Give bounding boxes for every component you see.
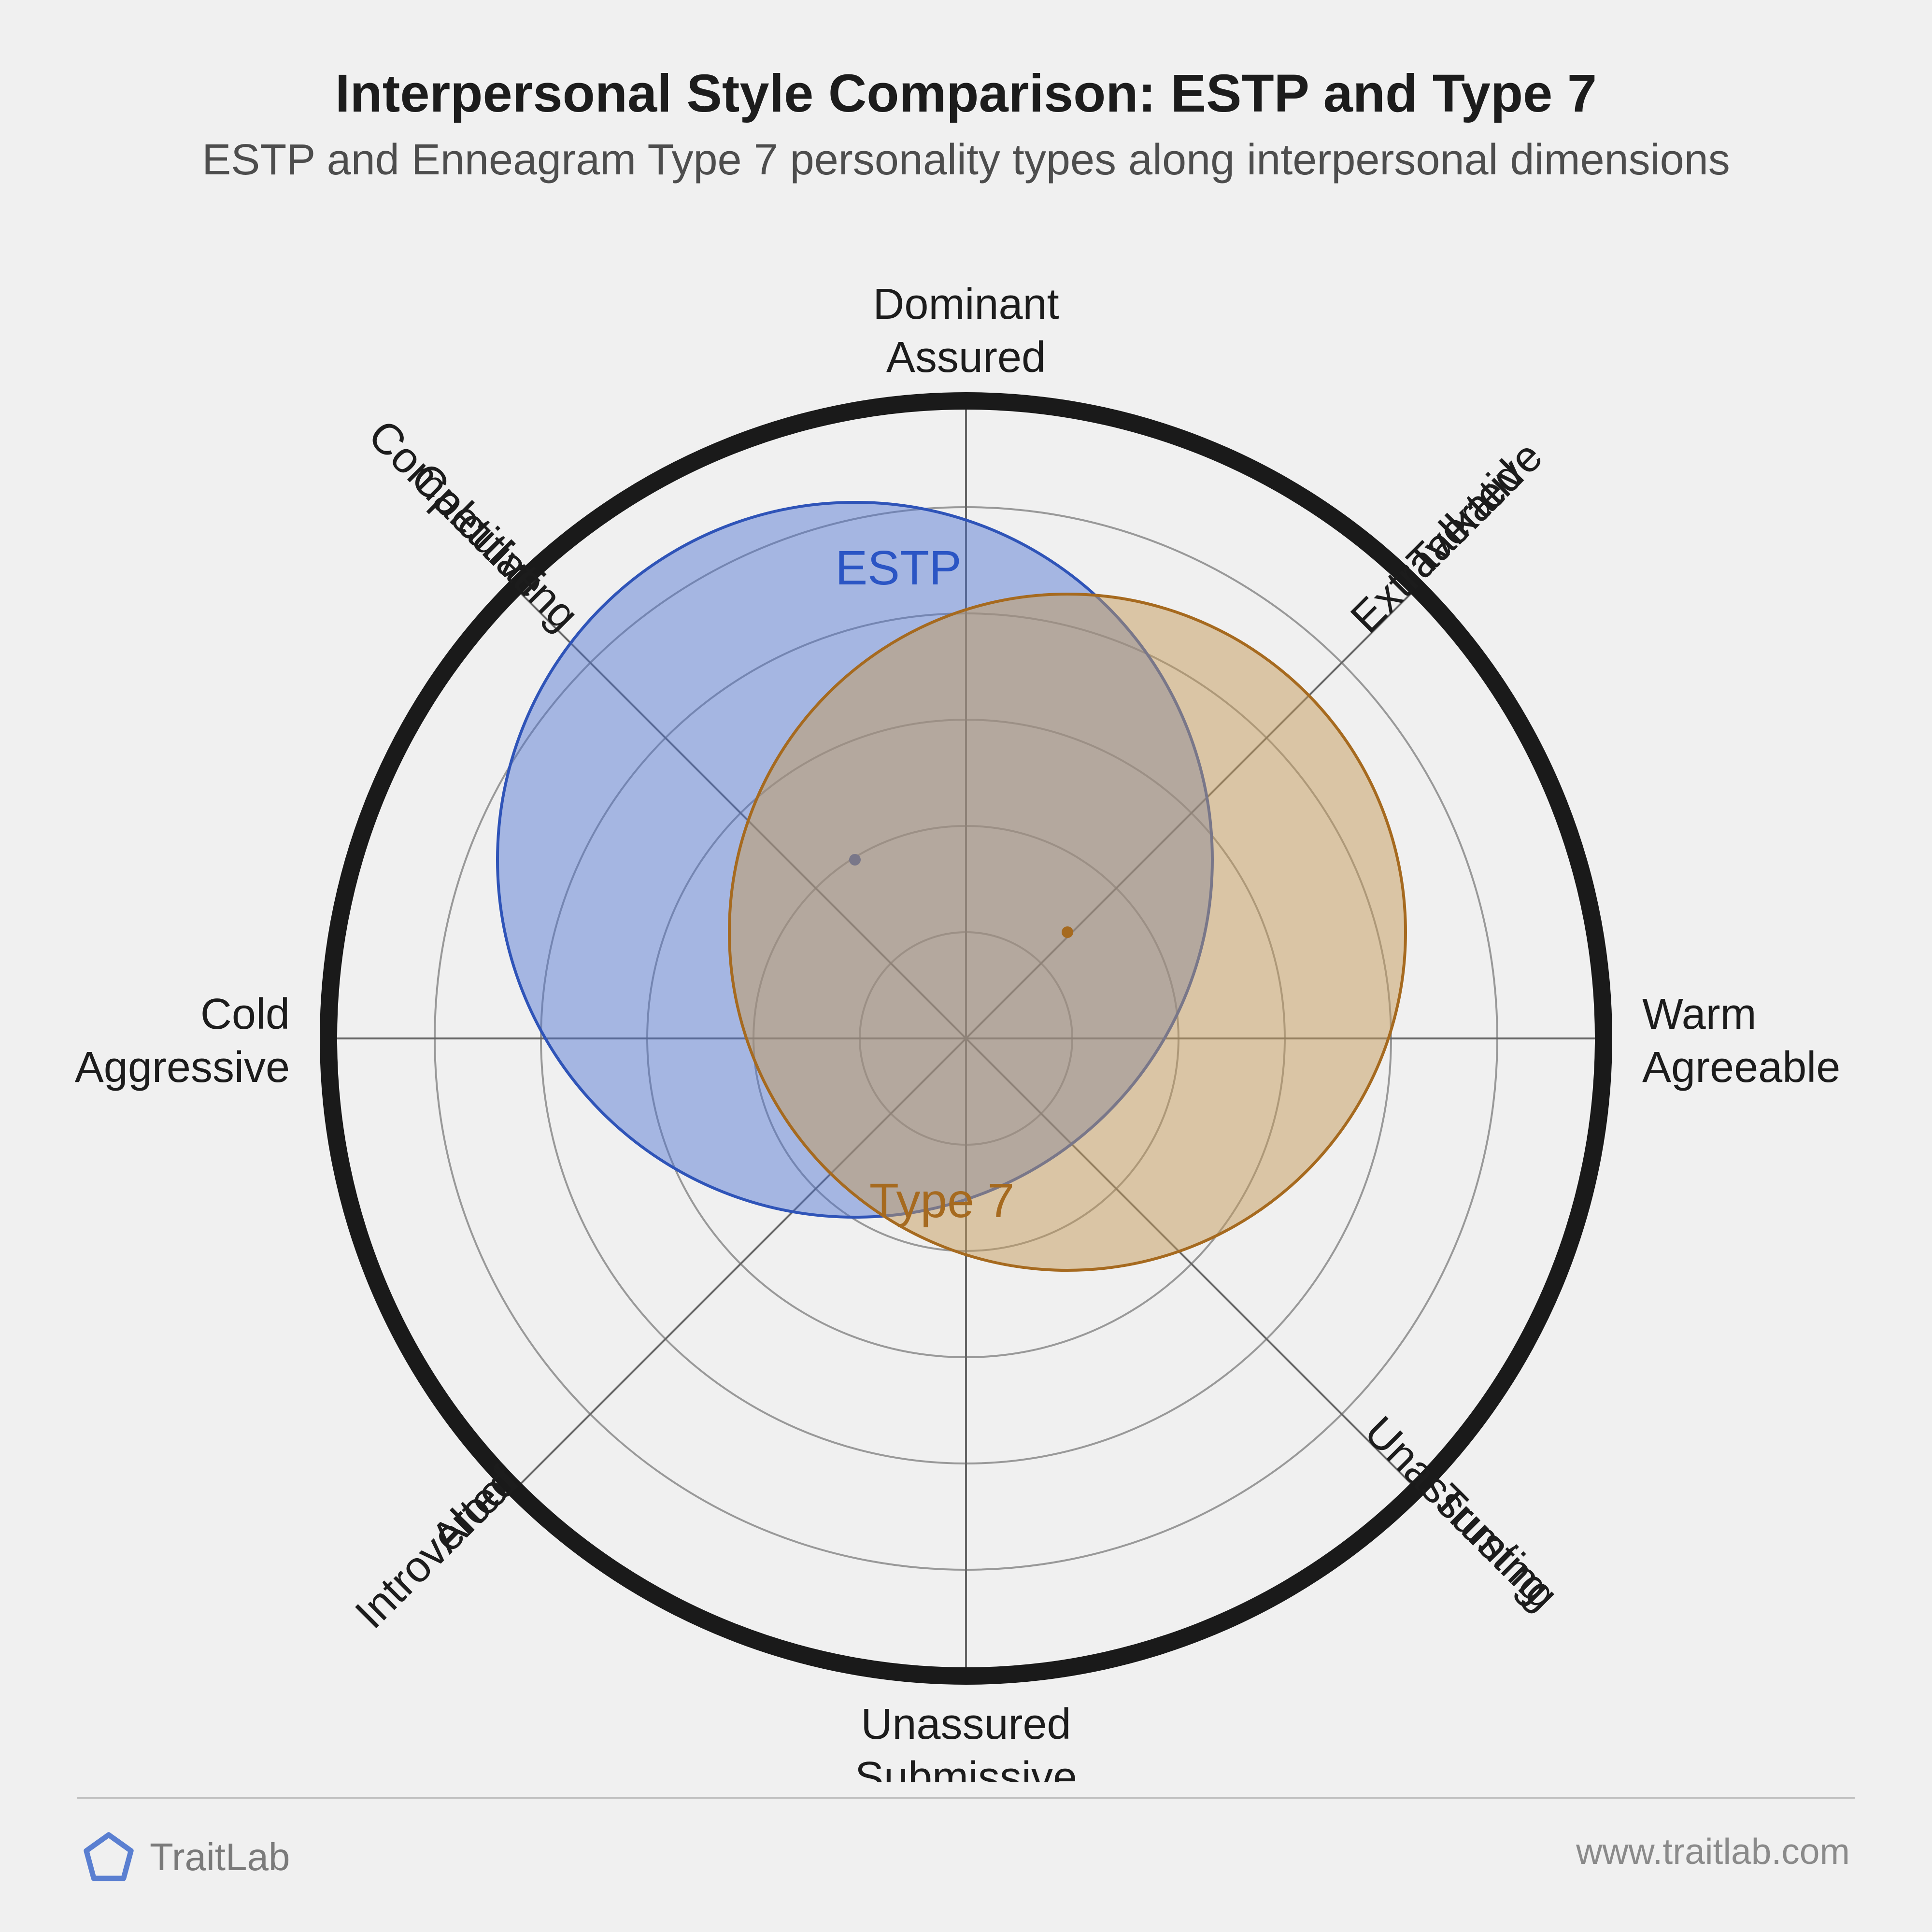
axis-label: Dominant	[873, 280, 1059, 328]
brand-name: TraitLab	[150, 1835, 290, 1879]
footer-brand: TraitLab	[82, 1831, 290, 1884]
footer-divider	[77, 1797, 1855, 1799]
chart-container: ESTPType 7AssuredDominantExtravertedTalk…	[0, 208, 1932, 1782]
axis-label: Warm	[1642, 990, 1757, 1038]
brand-logo-icon	[82, 1831, 135, 1884]
axis-label: Introverted	[346, 1457, 527, 1638]
series-center-dot	[1062, 926, 1073, 938]
axis-label: Unassured	[861, 1700, 1071, 1748]
circumplex-chart: ESTPType 7AssuredDominantExtravertedTalk…	[0, 208, 1932, 1782]
axis-label: Aggressive	[75, 1043, 290, 1092]
axis-label: Trusting	[1423, 1475, 1567, 1619]
axis-label: Competitive	[359, 411, 555, 608]
axis-label: Agreeable	[1642, 1043, 1840, 1092]
axis-label: Submissive	[855, 1753, 1077, 1782]
axis-label: Talkative	[1398, 432, 1551, 586]
axis-label: Assured	[886, 333, 1046, 382]
series-label-estp: ESTP	[835, 541, 961, 595]
chart-subtitle: ESTP and Enneagram Type 7 personality ty…	[0, 135, 1932, 185]
series-label-type7: Type 7	[869, 1174, 1014, 1228]
footer-url: www.traitlab.com	[1576, 1831, 1850, 1872]
axis-label: Cold	[200, 990, 290, 1038]
chart-title: Interpersonal Style Comparison: ESTP and…	[0, 63, 1932, 124]
page-root: Interpersonal Style Comparison: ESTP and…	[0, 0, 1932, 1932]
